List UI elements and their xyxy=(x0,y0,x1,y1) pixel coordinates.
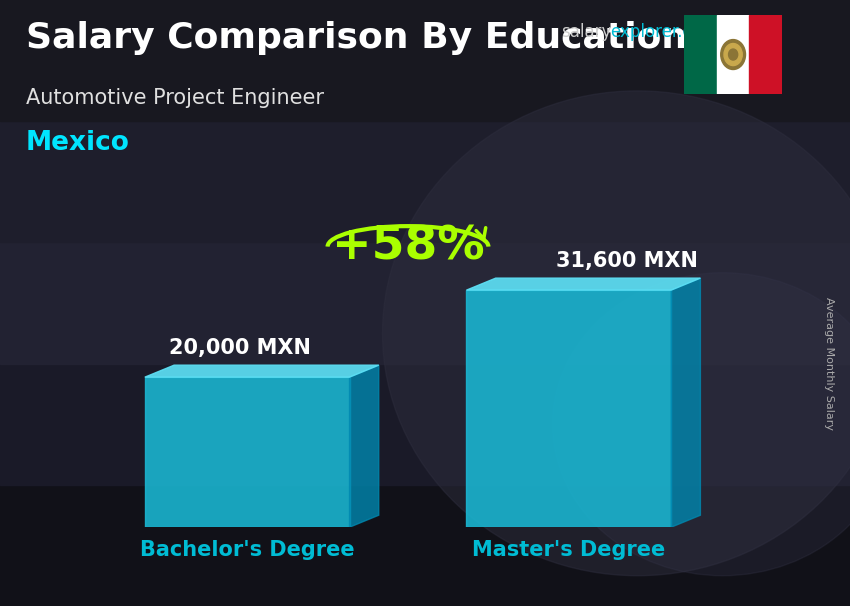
Text: salary: salary xyxy=(561,23,611,41)
Text: Salary Comparison By Education: Salary Comparison By Education xyxy=(26,21,687,55)
Ellipse shape xyxy=(552,273,850,576)
Circle shape xyxy=(721,39,745,70)
Bar xyxy=(0,242,850,364)
Ellipse shape xyxy=(382,91,850,576)
Bar xyxy=(684,15,717,94)
Polygon shape xyxy=(467,278,700,290)
Bar xyxy=(0,485,850,606)
Circle shape xyxy=(728,49,738,60)
Text: 31,600 MXN: 31,600 MXN xyxy=(557,251,698,271)
Text: +58%: +58% xyxy=(332,224,484,269)
Circle shape xyxy=(724,44,742,65)
Polygon shape xyxy=(349,365,379,527)
Text: Average Monthly Salary: Average Monthly Salary xyxy=(824,297,834,430)
Text: Mexico: Mexico xyxy=(26,130,129,156)
Polygon shape xyxy=(672,278,700,527)
Text: 20,000 MXN: 20,000 MXN xyxy=(169,338,311,358)
Bar xyxy=(750,15,782,94)
Text: Bachelor's Degree: Bachelor's Degree xyxy=(140,540,354,560)
Text: Automotive Project Engineer: Automotive Project Engineer xyxy=(26,88,324,108)
Bar xyxy=(0,0,850,121)
Text: Master's Degree: Master's Degree xyxy=(473,540,666,560)
Bar xyxy=(467,290,672,527)
Bar xyxy=(717,15,750,94)
Bar xyxy=(144,377,349,527)
Bar xyxy=(0,121,850,242)
Polygon shape xyxy=(144,365,379,377)
Bar xyxy=(0,364,850,485)
Text: explorer.com: explorer.com xyxy=(610,23,718,41)
